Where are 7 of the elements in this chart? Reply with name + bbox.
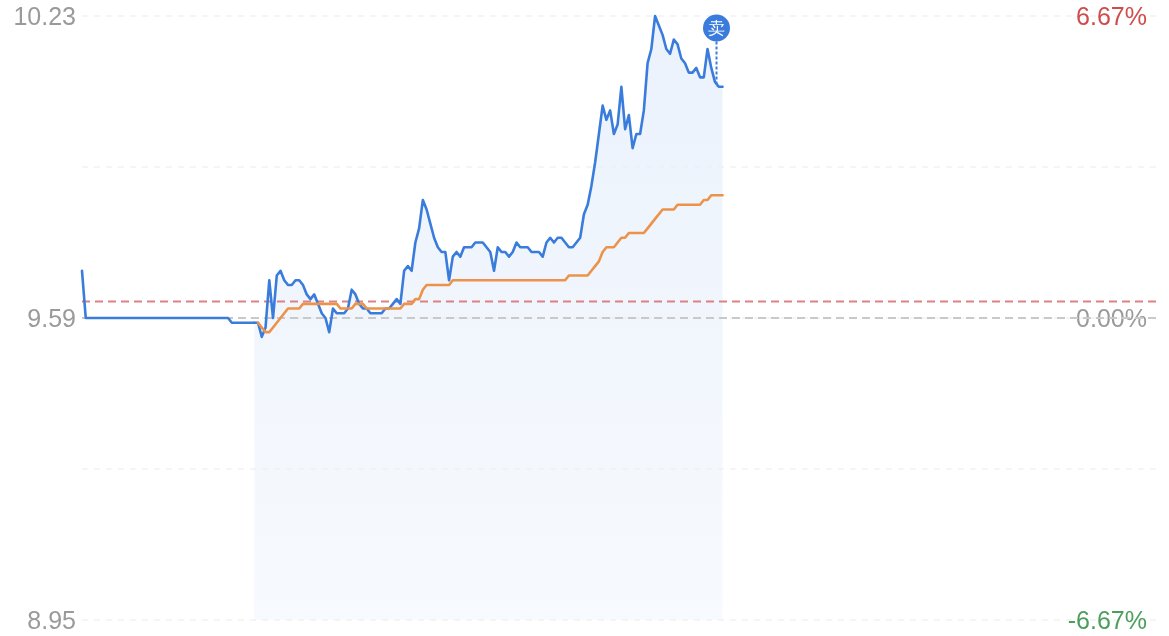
line-series: [256, 194, 724, 334]
y-tick-label: 9.59: [27, 304, 76, 332]
annotation: 卖: [708, 18, 726, 38]
y2-tick-label: 6.67%: [1076, 2, 1147, 30]
y2-tick-label: -6.67%: [1067, 606, 1147, 634]
y-tick-label: 8.95: [27, 606, 76, 634]
y-tick-label: 10.23: [13, 2, 76, 30]
